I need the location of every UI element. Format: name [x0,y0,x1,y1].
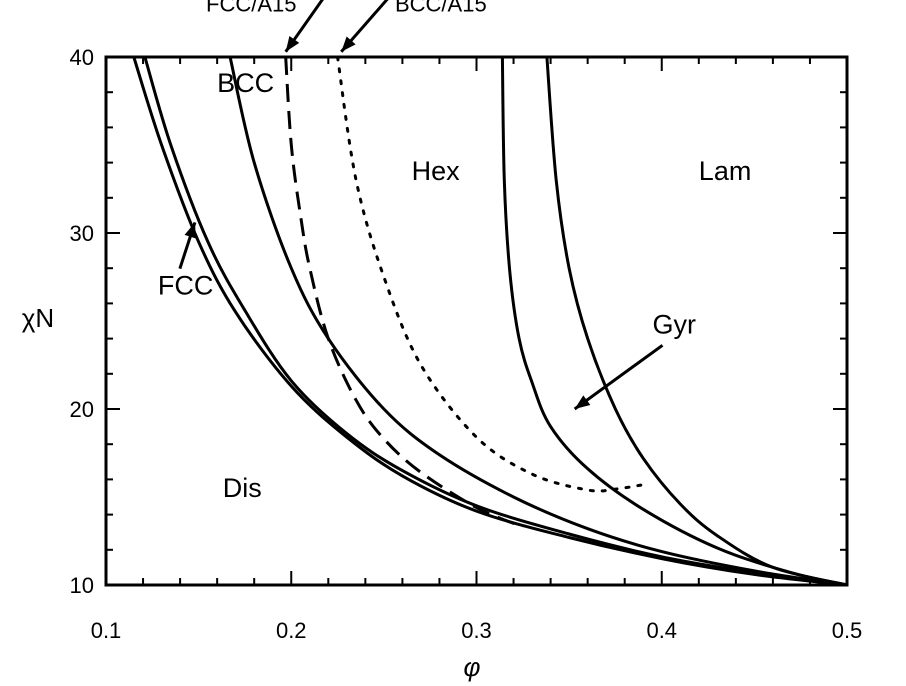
label-fcc-a15: FCC/A15 [206,0,296,16]
y-tick-label: 30 [70,221,94,246]
label-hex: Hex [412,156,461,186]
x-tick-label: 0.2 [276,618,307,643]
label-dis: Dis [223,473,262,503]
phase-boundaries [132,55,848,587]
y-tick-label: 20 [70,397,94,422]
curve-dis-fcc-boundary [132,56,848,587]
arrow-fcc-head [184,222,196,239]
label-lam: Lam [699,156,752,186]
x-tick-label: 0.3 [461,618,492,643]
x-tick-label: 0.5 [832,618,863,643]
x-axis-title: φ [464,652,481,682]
x-tick-label: 0.1 [91,618,122,643]
curve-fcc-bcc-boundary [143,56,848,587]
arrow-gyr-shaft [573,344,664,411]
label-gyr: Gyr [652,309,696,339]
tick-labels: 0.1 0.2 0.3 0.4 0.5 10 20 30 40 [70,45,863,643]
label-fcc: FCC [158,271,214,301]
curve-gyr-lam-boundary [545,56,848,587]
label-bcc-a15: BCC/A15 [395,0,487,16]
label-bcc: BCC [217,68,274,98]
y-tick-label: 10 [70,573,94,598]
y-tick-label: 40 [70,45,94,70]
axis-ticks [105,56,848,586]
x-tick-label: 0.4 [646,618,677,643]
curve-bcc-hex-boundary [228,56,848,587]
annotation-arrows [178,0,664,411]
curve-bcc-a15 [336,55,645,493]
arrow-bcc-a15-head [341,36,356,52]
annotation-labels: BCC Hex Lam Dis FCC Gyr FCC/A15 BCC/A15 [158,0,751,503]
curve-fcc-a15 [284,56,524,529]
arrow-gyr-head [574,395,591,409]
y-axis-title: χN [22,303,54,333]
arrow-fcc-a15-head [285,36,300,52]
curve-hex-gyr-boundary [500,56,848,587]
